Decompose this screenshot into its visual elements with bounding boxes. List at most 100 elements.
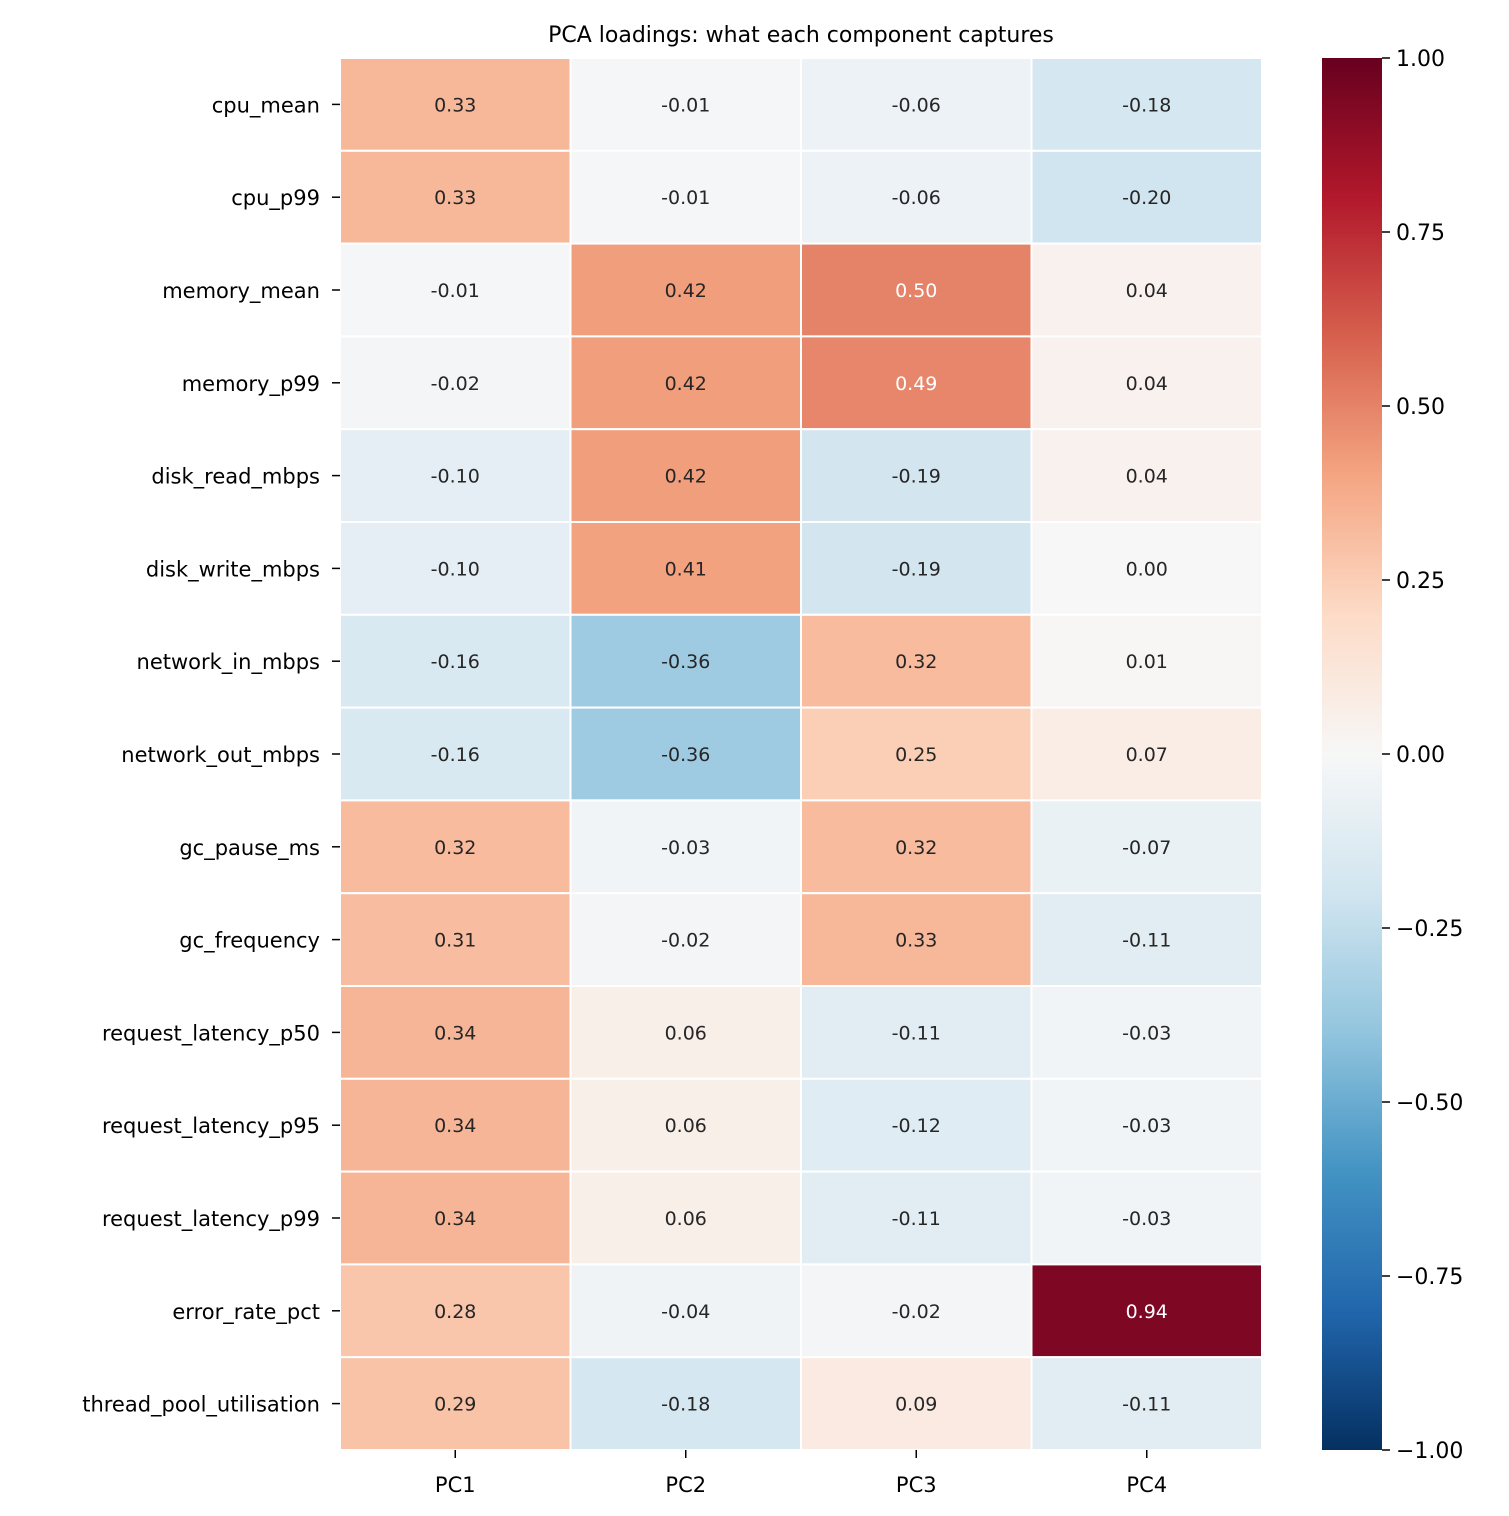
heatmap-cell [339, 1170, 572, 1266]
cell-annotation: 0.25 [895, 744, 937, 766]
column-labels: PC1 PC2 PC3 PC4 [435, 1450, 1167, 1497]
colorbar-tick-label: −0.25 [1396, 917, 1463, 942]
heatmap-cell [569, 521, 802, 616]
heatmap-cell [569, 1077, 802, 1173]
cell-annotation: -0.11 [1122, 1394, 1171, 1416]
colorbar-tick-label: 0.00 [1396, 743, 1445, 768]
heatmap-cell [339, 892, 572, 988]
heatmap-cell [339, 706, 572, 802]
cell-annotation: 0.32 [434, 837, 476, 859]
cell-annotation: 0.09 [895, 1394, 937, 1416]
heatmap-cell [1030, 149, 1263, 245]
heatmap-cell [569, 242, 802, 338]
heatmap-cell [569, 335, 802, 431]
cell-annotation: -0.02 [661, 930, 710, 952]
heatmap-cell [339, 613, 572, 709]
cell-annotation: 0.34 [434, 1208, 476, 1230]
heatmap-cell [800, 1170, 1033, 1266]
heatmap-cell [1030, 335, 1263, 431]
cell-annotation: -0.02 [892, 1301, 941, 1323]
colorbar-tick-label: 0.75 [1396, 221, 1445, 246]
heatmap-cell [1030, 1077, 1263, 1173]
heatmap-cell [800, 428, 1033, 524]
heatmap-cell [1030, 985, 1263, 1080]
row-label: request_latency_p95 [102, 1114, 320, 1139]
cell-annotation: 0.06 [665, 1022, 707, 1044]
heatmap-cell [800, 1356, 1033, 1451]
cell-annotation: -0.03 [661, 837, 710, 859]
colorbar-tick-label: 0.25 [1396, 569, 1445, 594]
row-label: request_latency_p99 [102, 1207, 320, 1232]
heatmap-cell [339, 521, 572, 616]
cell-annotation: -0.19 [892, 558, 941, 580]
cell-annotation: -0.11 [1122, 930, 1171, 952]
chart-title: PCA loadings: what each component captur… [548, 23, 1054, 48]
cell-annotation: 0.00 [1126, 558, 1168, 580]
cell-annotation: -0.02 [431, 373, 480, 395]
cell-annotation: 0.34 [434, 1115, 476, 1137]
heatmap-cell [800, 521, 1033, 616]
cell-annotation: -0.16 [431, 651, 480, 673]
column-label: PC1 [435, 1473, 476, 1497]
row-label: cpu_mean [212, 93, 320, 118]
heatmap-cell [800, 57, 1033, 152]
heatmap-cell [569, 57, 802, 152]
cell-annotation: -0.06 [892, 94, 941, 116]
cell-annotation: 0.33 [895, 930, 937, 952]
cell-annotation: 0.01 [1126, 651, 1168, 673]
cell-annotation: -0.01 [431, 280, 480, 302]
row-label: network_out_mbps [121, 743, 320, 768]
cell-annotation: -0.36 [661, 651, 710, 673]
cell-annotation: -0.12 [892, 1115, 941, 1137]
heatmap-cell [800, 1263, 1033, 1359]
heatmap-cell [1030, 1263, 1263, 1359]
heatmap-cell [569, 892, 802, 988]
row-label: gc_frequency [179, 929, 320, 954]
row-label: cpu_p99 [231, 186, 320, 211]
colorbar-tick-label: 0.50 [1396, 395, 1445, 420]
heatmap-cell [1030, 57, 1263, 152]
heatmap-cell [800, 613, 1033, 709]
heatmap-cell [1030, 1170, 1263, 1266]
colorbar-tick-label: 1.00 [1396, 47, 1445, 72]
row-label: network_in_mbps [137, 650, 320, 675]
cell-annotation: 0.28 [434, 1301, 476, 1323]
column-label: PC3 [896, 1473, 937, 1497]
cell-annotation: -0.03 [1122, 1208, 1171, 1230]
row-label: thread_pool_utilisation [82, 1393, 320, 1418]
row-label: error_rate_pct [172, 1300, 320, 1325]
heatmap-cell [1030, 521, 1263, 616]
cell-annotation: 0.94 [1126, 1301, 1168, 1323]
cell-annotation: -0.10 [431, 466, 480, 488]
cell-annotation: 0.04 [1126, 466, 1168, 488]
row-label: disk_read_mbps [151, 465, 320, 490]
cell-annotation: 0.04 [1126, 280, 1168, 302]
heatmap-cell [1030, 892, 1263, 988]
cell-annotation: -0.36 [661, 744, 710, 766]
row-label: memory_p99 [182, 372, 320, 397]
heatmap-cell [339, 57, 572, 152]
heatmap-cell [339, 1077, 572, 1173]
heatmap-cell [569, 985, 802, 1080]
colorbar-tick-label: −1.00 [1396, 1439, 1463, 1464]
cell-annotation: -0.11 [892, 1022, 941, 1044]
row-labels: cpu_mean cpu_p99 memory_mean memory_p99disk… [82, 93, 340, 1418]
cell-annotation: 0.33 [434, 187, 476, 209]
cell-annotation: 0.04 [1126, 373, 1168, 395]
cell-annotation: 0.41 [665, 558, 707, 580]
column-label: PC2 [665, 1473, 706, 1497]
cell-annotation: 0.50 [895, 280, 937, 302]
cell-annotation: 0.31 [434, 930, 476, 952]
cell-annotation: 0.06 [665, 1115, 707, 1137]
heatmap-cells: 0.33 -0.01 -0.06 -0.18 0.33 -0.01 -0.06 -0.20 -0… [339, 57, 1263, 1451]
cell-annotation: 0.32 [895, 651, 937, 673]
cell-annotation: 0.42 [665, 280, 707, 302]
heatmap-cell [569, 149, 802, 245]
heatmap-cell [800, 985, 1033, 1080]
cell-annotation: -0.10 [431, 558, 480, 580]
heatmap-cell [1030, 799, 1263, 895]
heatmap-cell [569, 1263, 802, 1359]
cell-annotation: -0.06 [892, 187, 941, 209]
cell-annotation: -0.18 [1122, 94, 1171, 116]
